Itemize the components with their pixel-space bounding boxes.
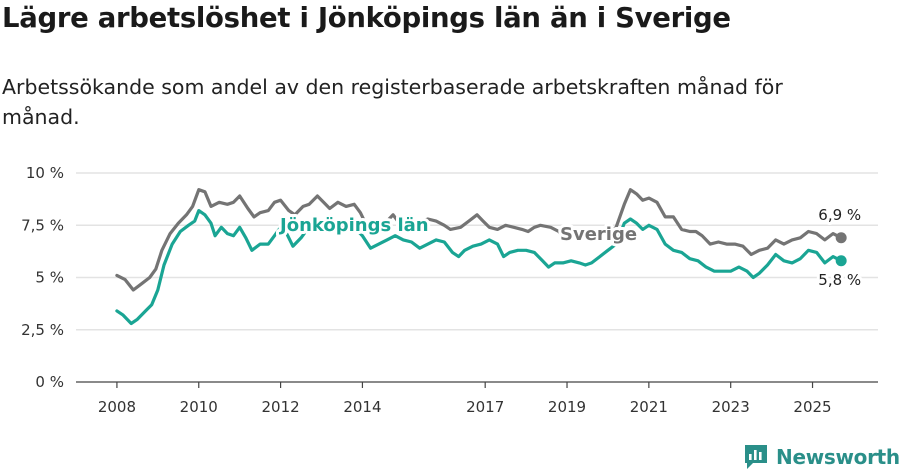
x-tick-label: 2025 bbox=[793, 398, 831, 416]
x-tick-label: 2010 bbox=[180, 398, 218, 416]
y-tick-label: 5 % bbox=[35, 269, 64, 287]
jonkoping-line bbox=[115, 209, 843, 326]
x-tick-label: 2019 bbox=[548, 398, 586, 416]
x-tick-label: 2014 bbox=[343, 398, 381, 416]
y-tick-label: 2,5 % bbox=[21, 321, 64, 339]
x-tick-label: 2021 bbox=[630, 398, 668, 416]
x-axis: 2008 2010 2012 2014 2017 2019 2021 2023 2025 bbox=[76, 381, 878, 416]
chart-title: Lägre arbetslöshet i Jönköpings län än i… bbox=[2, 2, 731, 34]
jonkoping-end-label: 5,8 % bbox=[818, 271, 861, 289]
series-lines bbox=[115, 188, 847, 326]
jonkoping-series-label: Jönköpings län bbox=[278, 215, 429, 236]
newsworthy-logo-icon bbox=[745, 445, 767, 469]
sverige-line bbox=[115, 188, 843, 292]
x-tick-label: 2008 bbox=[98, 398, 136, 416]
y-axis: 0 % 2,5 % 5 % 7,5 % 10 % bbox=[21, 164, 64, 391]
sverige-end-label: 6,9 % bbox=[818, 206, 861, 224]
newsworthy-logo-text: Newsworthy bbox=[776, 445, 900, 469]
x-tick-label: 2012 bbox=[261, 398, 299, 416]
newsworthy-logo: Newsworthy bbox=[744, 443, 900, 471]
gridlines bbox=[76, 172, 878, 331]
x-tick-label: 2023 bbox=[712, 398, 750, 416]
y-tick-label: 10 % bbox=[26, 164, 64, 182]
y-tick-label: 0 % bbox=[35, 373, 64, 391]
sverige-series-label: Sverige bbox=[560, 224, 637, 245]
sverige-end-point bbox=[835, 232, 847, 244]
jonkoping-end-point bbox=[835, 255, 847, 267]
x-tick-label: 2017 bbox=[466, 398, 504, 416]
series-labels: Jönköpings län Sverige 6,9 % 5,8 % bbox=[275, 203, 864, 292]
y-tick-label: 7,5 % bbox=[21, 216, 64, 234]
chart-subtitle: Arbetssökande som andel av den registerb… bbox=[2, 75, 783, 129]
